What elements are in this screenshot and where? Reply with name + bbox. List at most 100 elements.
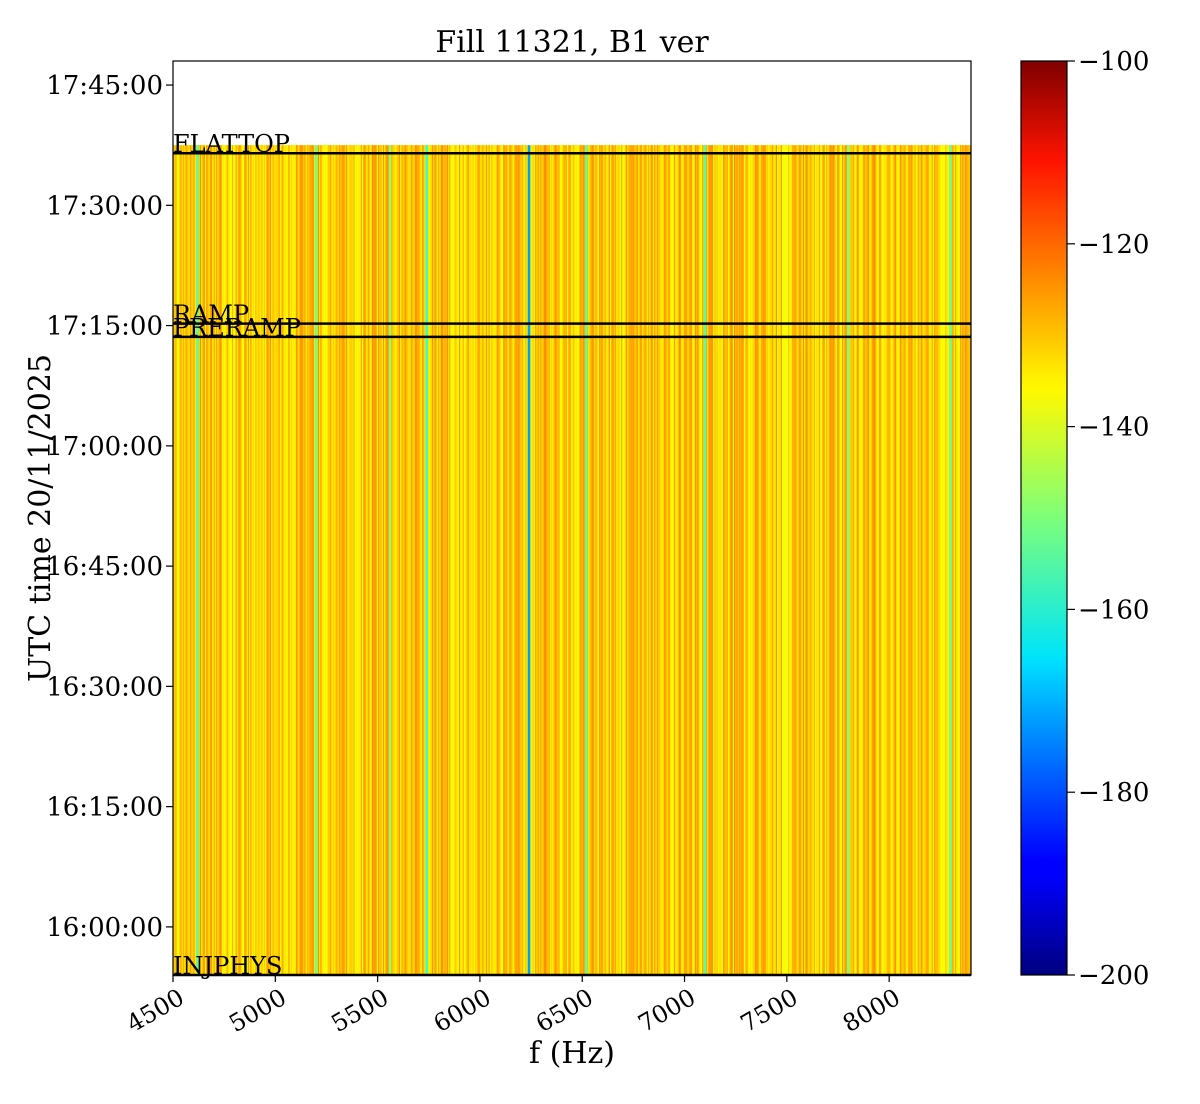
heatmap-column bbox=[265, 145, 267, 975]
heatmap-column bbox=[198, 145, 201, 975]
heatmap-column bbox=[477, 145, 479, 975]
heatmap-column bbox=[613, 145, 615, 975]
heatmap-column bbox=[802, 145, 805, 975]
heatmap-column bbox=[492, 145, 494, 975]
heatmap-column bbox=[915, 145, 917, 975]
heatmap-column bbox=[524, 145, 526, 975]
heatmap-column bbox=[810, 145, 812, 975]
heatmap-column bbox=[649, 145, 651, 975]
heatmap-column bbox=[921, 145, 924, 975]
heatmap-column bbox=[908, 145, 910, 975]
heatmap-column bbox=[734, 145, 736, 975]
heatmap-column bbox=[494, 145, 496, 975]
heatmap-column bbox=[945, 145, 947, 975]
plot-frame bbox=[172, 60, 972, 976]
heatmap-column bbox=[705, 145, 708, 975]
heatmap-column bbox=[471, 145, 473, 975]
heatmap-column bbox=[211, 145, 213, 975]
heatmap-column bbox=[614, 145, 617, 975]
heatmap-column bbox=[444, 145, 446, 975]
heatmap-column bbox=[446, 145, 449, 975]
heatmap-column bbox=[575, 145, 577, 975]
heatmap-column bbox=[655, 145, 657, 975]
heatmap-column bbox=[449, 145, 451, 975]
heatmap-column bbox=[202, 145, 204, 975]
heatmap-column bbox=[633, 145, 635, 975]
heatmap-column bbox=[342, 145, 344, 975]
heatmap-column bbox=[263, 145, 266, 975]
heatmap-column bbox=[273, 145, 275, 975]
heatmap-line bbox=[846, 145, 850, 975]
heatmap-column bbox=[581, 145, 584, 975]
heatmap-column bbox=[544, 145, 547, 975]
heatmap-column bbox=[296, 145, 299, 975]
heatmap-column bbox=[634, 145, 636, 975]
colorbar-tick-label: −120 bbox=[1078, 230, 1149, 260]
heatmap-column bbox=[439, 145, 441, 975]
heatmap-column bbox=[551, 145, 553, 975]
heatmap-column bbox=[220, 145, 223, 975]
heatmap-column bbox=[675, 145, 677, 975]
heatmap-column bbox=[896, 145, 898, 975]
heatmap-column bbox=[788, 145, 790, 975]
heatmap-column bbox=[204, 145, 207, 975]
heatmap-column bbox=[461, 145, 463, 975]
heatmap-column bbox=[867, 145, 870, 975]
heatmap-column bbox=[962, 145, 964, 975]
heatmap-column bbox=[218, 145, 220, 975]
heatmap-column bbox=[443, 145, 445, 975]
heatmap-column bbox=[262, 145, 264, 975]
heatmap-column bbox=[499, 145, 501, 975]
heatmap-column bbox=[829, 145, 832, 975]
heatmap-column bbox=[753, 145, 755, 975]
heatmap-column bbox=[878, 145, 881, 975]
heatmap-column bbox=[602, 145, 604, 975]
heatmap-line bbox=[703, 145, 707, 975]
heatmap-column bbox=[217, 145, 219, 975]
heatmap-column bbox=[731, 145, 733, 975]
heatmap-column bbox=[500, 145, 503, 975]
heatmap-column bbox=[300, 145, 302, 975]
heatmap-column bbox=[784, 145, 786, 975]
heatmap-column bbox=[420, 145, 423, 975]
heatmap-column bbox=[914, 145, 916, 975]
heatmap-column bbox=[481, 145, 483, 975]
heatmap-column bbox=[621, 145, 623, 975]
heatmap-column bbox=[681, 145, 683, 975]
heatmap-column bbox=[349, 145, 352, 975]
heatmap-column bbox=[812, 145, 814, 975]
heatmap-column bbox=[250, 145, 252, 975]
heatmap-column bbox=[662, 145, 665, 975]
heatmap-column bbox=[955, 145, 957, 975]
heatmap-column bbox=[187, 145, 189, 975]
heatmap-column bbox=[549, 145, 552, 975]
heatmap-column bbox=[470, 145, 472, 975]
heatmap-column bbox=[748, 145, 751, 975]
annotation-label: RAMP bbox=[173, 301, 249, 329]
heatmap-column bbox=[882, 145, 884, 975]
heatmap-column bbox=[702, 145, 704, 975]
heatmap-column bbox=[258, 145, 261, 975]
heatmap-column bbox=[308, 145, 310, 975]
heatmap-column bbox=[428, 145, 430, 975]
heatmap-column bbox=[595, 145, 597, 975]
heatmap-column bbox=[267, 145, 269, 975]
heatmap-column bbox=[941, 145, 943, 975]
heatmap-column bbox=[811, 145, 813, 975]
heatmap-column bbox=[401, 145, 403, 975]
heatmap-column bbox=[723, 145, 725, 975]
heatmap-column bbox=[538, 145, 541, 975]
heatmap-column bbox=[864, 145, 866, 975]
heatmap-column bbox=[268, 145, 270, 975]
heatmap-column bbox=[299, 145, 301, 975]
heatmap-column bbox=[290, 145, 293, 975]
heatmap-column bbox=[603, 145, 606, 975]
heatmap-column bbox=[953, 145, 956, 975]
heatmap-column bbox=[697, 145, 699, 975]
heatmap-column bbox=[520, 145, 522, 975]
heatmap-column bbox=[639, 145, 641, 975]
heatmap-column bbox=[934, 145, 936, 975]
heatmap-column bbox=[851, 145, 854, 975]
heatmap-column bbox=[680, 145, 682, 975]
heatmap-column bbox=[504, 145, 506, 975]
